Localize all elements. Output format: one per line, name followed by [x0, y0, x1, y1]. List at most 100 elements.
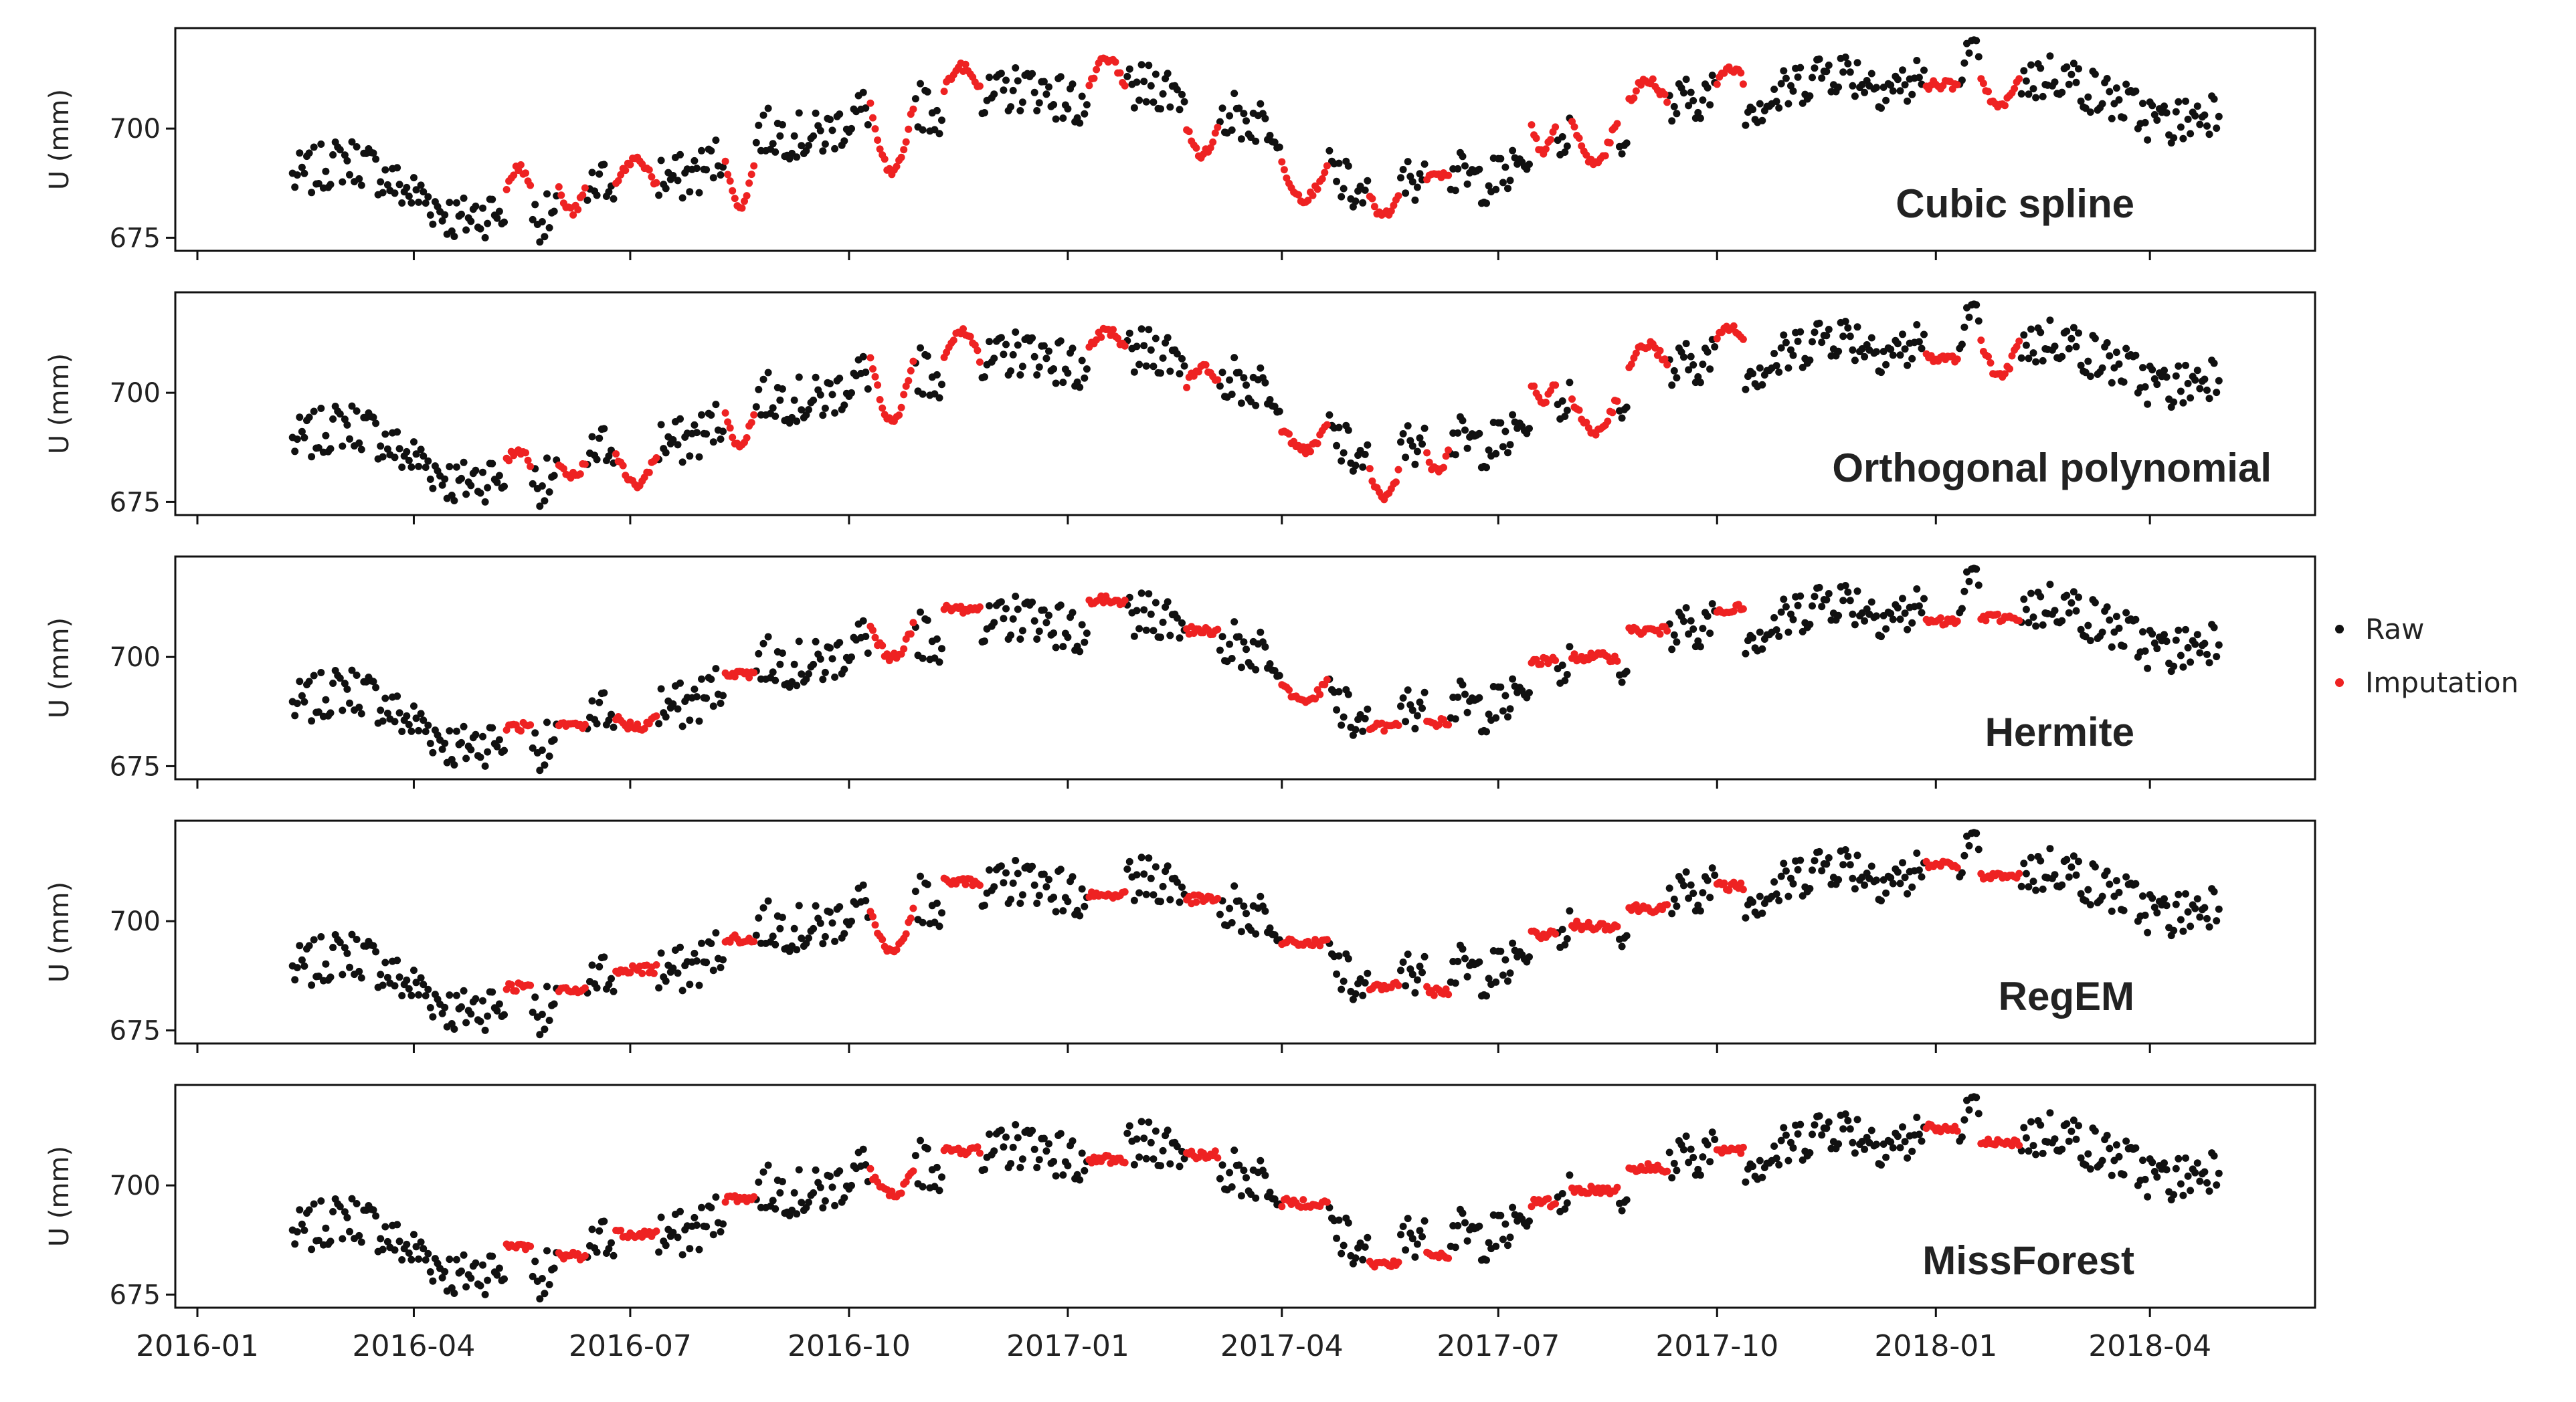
raw-point	[1849, 610, 1857, 618]
raw-point	[1901, 345, 1909, 353]
raw-point	[1794, 866, 1802, 874]
raw-point	[2029, 349, 2037, 357]
imputation-point	[905, 125, 913, 133]
imputation-point	[2001, 102, 2009, 110]
raw-point	[678, 1251, 686, 1259]
raw-point	[1485, 446, 1493, 454]
raw-point	[310, 936, 318, 944]
raw-point	[691, 1213, 699, 1221]
raw-point	[1451, 187, 1459, 195]
raw-point	[1680, 353, 1687, 361]
raw-point	[695, 981, 703, 989]
raw-point	[917, 80, 924, 88]
raw-point	[1696, 1171, 1704, 1179]
raw-point	[1958, 340, 1966, 348]
panel-title: Orthogonal polynomial	[1832, 445, 2272, 490]
raw-point	[300, 433, 308, 441]
raw-point	[1454, 165, 1462, 173]
raw-point	[1252, 137, 1260, 145]
imputation-point	[1116, 69, 1124, 77]
raw-point	[1841, 54, 1849, 61]
raw-point	[322, 167, 330, 175]
panel-frame	[174, 819, 2316, 1045]
raw-point	[1908, 355, 1916, 363]
raw-point	[1133, 1135, 1141, 1143]
raw-point	[1558, 926, 1566, 933]
panel-title: RegEM	[1999, 974, 2134, 1019]
raw-point	[1052, 908, 1060, 916]
raw-point	[1235, 369, 1243, 377]
imputation-point	[1214, 625, 1222, 633]
raw-point	[1180, 1155, 1188, 1163]
raw-point	[816, 391, 824, 399]
raw-point	[1818, 1131, 1826, 1139]
raw-point	[2075, 1122, 2082, 1130]
raw-point	[2069, 60, 2078, 68]
raw-point	[1915, 74, 1923, 82]
raw-point	[2067, 70, 2076, 78]
raw-point	[1050, 365, 1058, 373]
raw-point	[712, 1193, 720, 1201]
raw-point	[1823, 1124, 1831, 1132]
raw-point	[1338, 1249, 1346, 1258]
raw-point	[2086, 637, 2094, 645]
imputation-point	[626, 161, 634, 169]
raw-point	[1125, 858, 1133, 866]
raw-point	[407, 991, 416, 999]
raw-point	[1794, 73, 1802, 81]
raw-point	[2077, 890, 2085, 898]
raw-point	[1685, 630, 1693, 638]
raw-point	[1680, 882, 1687, 890]
raw-point	[1461, 1219, 1469, 1227]
raw-point	[422, 464, 430, 472]
imputation-point	[1552, 1200, 1560, 1208]
raw-point	[919, 126, 927, 134]
raw-point	[1782, 603, 1790, 611]
raw-point	[2201, 375, 2209, 383]
raw-point	[2039, 621, 2047, 629]
raw-point	[2077, 361, 2085, 369]
raw-point	[709, 967, 717, 975]
imputation-point	[1737, 69, 1745, 77]
imputation-point	[527, 981, 535, 989]
raw-point	[1799, 892, 1807, 900]
imputation-point	[1394, 1258, 1402, 1266]
raw-point	[717, 964, 725, 971]
raw-point	[2122, 609, 2130, 617]
raw-point	[1420, 160, 1429, 168]
raw-point	[488, 1252, 496, 1260]
raw-point	[1275, 143, 1283, 151]
raw-point	[1125, 65, 1133, 73]
raw-point	[1960, 587, 1968, 595]
raw-point	[403, 183, 411, 191]
raw-point	[1178, 619, 1186, 627]
raw-point	[545, 753, 553, 760]
imputation-point	[900, 645, 908, 653]
raw-point	[2086, 901, 2094, 909]
raw-point	[1913, 849, 1921, 857]
imputation-point	[750, 1193, 758, 1201]
raw-point	[1257, 892, 1265, 900]
raw-point	[1896, 87, 1904, 95]
raw-point	[2091, 1127, 2099, 1135]
raw-point	[1454, 693, 1462, 701]
imputation-point	[866, 99, 875, 107]
raw-point	[429, 220, 437, 228]
raw-point	[1149, 363, 1158, 371]
raw-point	[2069, 852, 2078, 860]
raw-point	[1147, 874, 1155, 882]
imputation-point	[619, 462, 627, 470]
raw-point	[1699, 889, 1707, 897]
imputation-point	[1739, 80, 1747, 88]
raw-point	[1340, 449, 1348, 457]
raw-point	[1566, 1171, 1574, 1179]
raw-point	[462, 226, 470, 234]
raw-point	[531, 993, 539, 1001]
raw-point	[1159, 882, 1167, 890]
raw-point	[462, 755, 470, 763]
imputation-point	[871, 125, 879, 133]
raw-point	[2115, 888, 2123, 896]
raw-point	[1492, 714, 1500, 722]
raw-point	[935, 394, 943, 402]
